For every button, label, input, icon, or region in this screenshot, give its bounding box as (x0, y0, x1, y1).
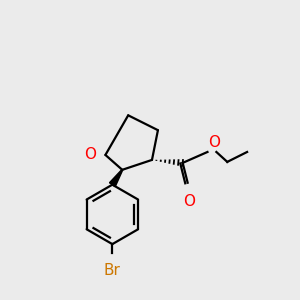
Text: O: O (85, 148, 97, 163)
Text: O: O (208, 135, 220, 150)
Polygon shape (110, 169, 123, 187)
Text: Br: Br (104, 263, 121, 278)
Text: O: O (183, 194, 195, 208)
